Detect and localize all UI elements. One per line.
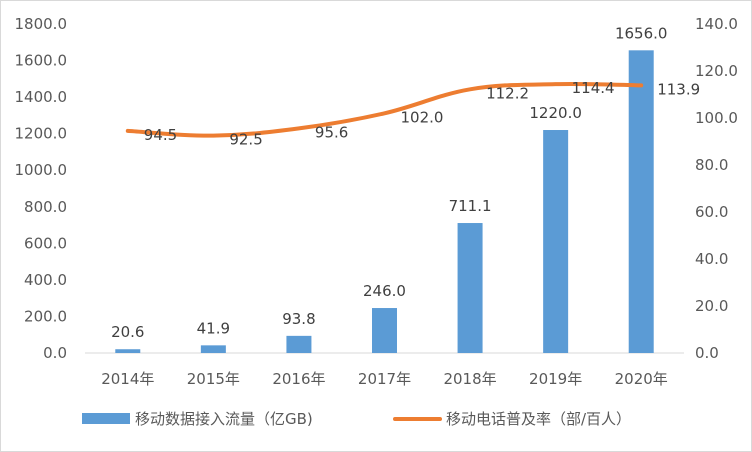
bar <box>628 50 654 353</box>
right-tick-label: 120.0 <box>695 62 738 80</box>
x-tick-label: 2017年 <box>358 370 411 388</box>
left-tick-label: 1200.0 <box>15 125 68 143</box>
line-data-label: 92.5 <box>229 131 262 149</box>
right-tick-label: 0.0 <box>695 344 719 362</box>
right-tick-label: 60.0 <box>695 203 728 221</box>
x-tick-label: 2016年 <box>272 370 325 388</box>
bar <box>200 345 226 353</box>
left-tick-label: 400.0 <box>24 271 67 289</box>
legend: 移动数据接入流量（亿GB) 移动电话普及率（部/百人） <box>82 410 631 428</box>
left-tick-label: 800.0 <box>24 198 67 216</box>
bar-data-label: 1656.0 <box>615 24 668 42</box>
legend-line-label: 移动电话普及率（部/百人） <box>446 410 631 428</box>
bar-data-labels: 20.6 41.9 93.8 246.0 711.1 1220.0 1656.0 <box>111 24 667 341</box>
bar-data-label: 1220.0 <box>529 104 582 122</box>
x-tick-label: 2015年 <box>187 370 240 388</box>
x-axis-ticks: 2014年 2015年 2016年 2017年 2018年 2019年 2020年 <box>101 370 668 388</box>
left-tick-label: 0.0 <box>43 344 67 362</box>
left-tick-label: 1400.0 <box>15 88 68 106</box>
bar <box>286 335 312 353</box>
left-tick-label: 1800.0 <box>15 15 68 33</box>
right-axis-ticks: 0.0 20.0 40.0 60.0 80.0 100.0 120.0 140.0 <box>695 15 738 362</box>
left-tick-label: 1600.0 <box>15 52 68 70</box>
line-data-label: 112.2 <box>486 84 529 102</box>
left-tick-label: 600.0 <box>24 234 67 252</box>
right-tick-label: 20.0 <box>695 297 728 315</box>
bar <box>543 130 569 353</box>
x-tick-label: 2018年 <box>443 370 496 388</box>
legend-bar-swatch <box>82 413 130 424</box>
bar-data-label: 711.1 <box>449 197 492 215</box>
line-data-label: 94.5 <box>144 126 177 144</box>
line-data-label: 113.9 <box>657 80 700 98</box>
x-tick-label: 2020年 <box>615 370 668 388</box>
line-data-label: 95.6 <box>315 123 348 141</box>
bar-data-label: 41.9 <box>197 319 230 337</box>
left-tick-label: 1000.0 <box>15 161 68 179</box>
bar-data-label: 246.0 <box>363 282 406 300</box>
line-data-label: 114.4 <box>572 79 615 97</box>
right-tick-label: 40.0 <box>695 250 728 268</box>
legend-bar-label: 移动数据接入流量（亿GB) <box>135 410 313 428</box>
bar <box>457 223 483 353</box>
bar-data-label: 93.8 <box>282 310 315 328</box>
x-tick-label: 2014年 <box>101 370 154 388</box>
x-tick-label: 2019年 <box>529 370 582 388</box>
left-axis-ticks: 0.0 200.0 400.0 600.0 800.0 1000.0 1200.0 1400.… <box>15 15 68 362</box>
line-series <box>125 81 644 138</box>
left-tick-label: 200.0 <box>24 307 67 325</box>
line-data-labels: 94.5 92.5 95.6 102.0 112.2 114.4 113.9 <box>144 79 700 148</box>
bar <box>372 308 397 353</box>
right-tick-label: 80.0 <box>695 156 728 174</box>
bar <box>115 349 141 353</box>
bar-data-label: 20.6 <box>111 323 144 341</box>
right-tick-label: 100.0 <box>695 109 738 127</box>
bar-series <box>115 50 654 353</box>
line-data-label: 102.0 <box>401 108 444 126</box>
right-tick-label: 140.0 <box>695 15 738 33</box>
